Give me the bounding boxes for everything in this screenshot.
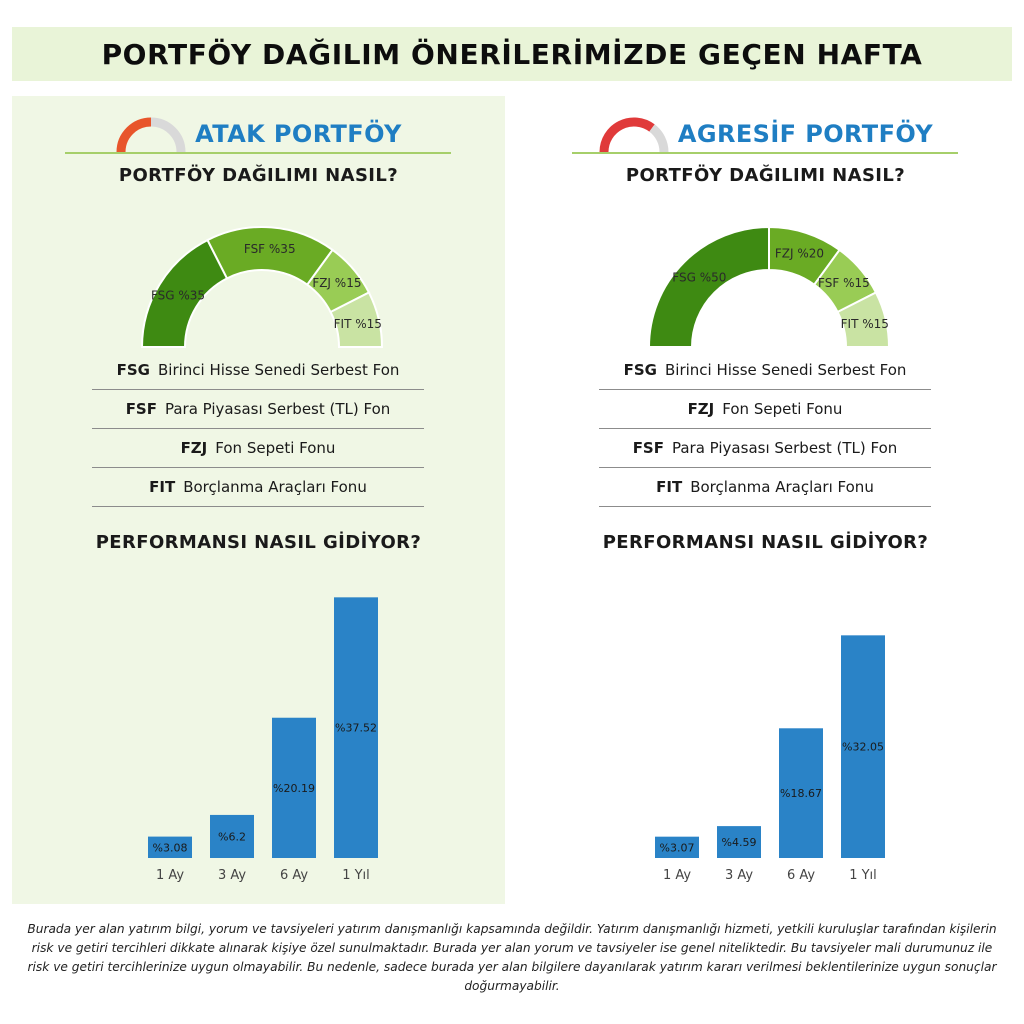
donut-segment-fsg [647,225,770,348]
bar-3 [779,728,823,858]
fund-name: Borçlanma Araçları Fonu [183,478,367,496]
legend-row: FIT Borçlanma Araçları Fonu [92,468,424,507]
donut-segment-label: FSG %35 [151,289,205,303]
donut-segment-label: FIT %15 [334,317,382,331]
title-divider [65,152,451,154]
fund-code: FZJ [687,400,715,418]
bar-1 [655,836,699,858]
fund-legend: FSG Birinci Hisse Senedi Serbest Fon FSF P… [92,351,424,507]
bar-category-label: 6 Ay [787,868,815,883]
donut-segment-fit [836,291,891,348]
fund-code: FSF [632,439,664,457]
bar-value-label: %6.2 [218,830,246,843]
legend-row: FZJ Fon Sepeti Fonu [92,429,424,468]
fund-code: FSF [125,400,157,418]
performance-heading: PERFORMANSI NASIL GİDİYOR? [602,532,929,553]
fund-code: FSG [623,361,657,379]
allocation-donut-chart: FSG %35 FSF %35 FZJ %15 FIT %15 [140,226,384,348]
bar-category-label: 3 Ay [218,868,246,883]
bar-value-label: %32.05 [842,741,884,754]
bar-value-label: %20.19 [273,782,315,795]
gauge-icon [116,117,186,153]
donut-segment-label: FSF %35 [244,242,296,256]
distribution-heading: PORTFÖY DAĞILIMI NASIL? [118,165,399,186]
bar-2 [717,826,761,858]
fund-name: Birinci Hisse Senedi Serbest Fon [664,361,907,379]
performance-heading: PERFORMANSI NASIL GİDİYOR? [95,532,422,553]
fund-code: FIT [656,478,683,496]
bar-value-label: %3.08 [153,841,188,854]
donut-segment-label: FIT %15 [841,317,889,331]
donut-segment-label: FSG %50 [672,270,726,284]
bar-category-label: 1 Ay [663,868,691,883]
bar-3 [272,717,316,858]
panel-title: AGRESİF PORTFÖY [519,112,1012,156]
fund-code: FSG [116,361,150,379]
bar-category-label: 1 Yıl [849,868,877,883]
donut-segment-label: FZJ %15 [312,276,361,290]
bar-4 [841,635,885,858]
donut-segment-label: FZJ %20 [775,246,824,260]
legend-row: FSF Para Piyasası Serbest (TL) Fon [599,429,931,468]
bar-value-label: %4.59 [722,836,757,849]
atak-portfolio-panel: ATAK PORTFÖY PORTFÖY DAĞILIMI NASIL? FSG… [12,96,505,904]
title-divider [572,152,958,154]
header-banner: PORTFÖY DAĞILIM ÖNERİLERİMİZDE GEÇEN HAF… [12,27,1012,81]
bar-category-label: 6 Ay [280,868,308,883]
fund-name: Borçlanma Araçları Fonu [690,478,874,496]
bar-value-label: %3.07 [660,841,695,854]
fund-name: Para Piyasası Serbest (TL) Fon [164,400,391,418]
bar-4 [334,597,378,858]
bar-2 [210,814,254,858]
gauge-icon [599,117,669,153]
fund-name: Fon Sepeti Fonu [215,439,336,457]
fund-name: Fon Sepeti Fonu [722,400,843,418]
performance-bar-chart: %3.08 1 Ay %6.2 3 Ay %20.19 6 Ay %37.52 1 Yıl [148,597,378,883]
bar-category-label: 1 Ay [156,868,184,883]
legend-row: FSG Birinci Hisse Senedi Serbest Fon [92,351,424,390]
bar-category-label: 1 Yıl [342,868,370,883]
panel-title: ATAK PORTFÖY [12,112,505,156]
legal-disclaimer: Burada yer alan yatırım bilgi, yorum ve … [27,922,997,993]
performance-bar-chart: %3.07 1 Ay %4.59 3 Ay %18.67 6 Ay %32.05 1 Yıl [655,635,885,883]
panel-title-text: ATAK PORTFÖY [195,120,402,148]
bar-value-label: %18.67 [780,787,822,800]
legend-row: FSF Para Piyasası Serbest (TL) Fon [92,390,424,429]
allocation-donut-chart: FSG %50 FZJ %20 FSF %15 FIT %15 [647,225,891,348]
fund-code: FZJ [180,439,208,457]
legend-row: FIT Borçlanma Araçları Fonu [599,468,931,507]
panel-title-text: AGRESİF PORTFÖY [677,120,934,148]
donut-segment-fit [329,291,384,348]
legend-row: FSG Birinci Hisse Senedi Serbest Fon [599,351,931,390]
bar-value-label: %37.52 [335,722,377,735]
fund-code: FIT [149,478,176,496]
donut-segment-label: FSF %15 [818,276,870,290]
legend-row: FZJ Fon Sepeti Fonu [599,390,931,429]
fund-name: Birinci Hisse Senedi Serbest Fon [157,361,400,379]
fund-legend: FSG Birinci Hisse Senedi Serbest Fon FZJ F… [599,351,931,507]
bar-category-label: 3 Ay [725,868,753,883]
page-title: PORTFÖY DAĞILIM ÖNERİLERİMİZDE GEÇEN HAF… [101,37,923,71]
fund-name: Para Piyasası Serbest (TL) Fon [671,439,898,457]
bar-1 [148,836,192,858]
agresif-portfolio-panel: AGRESİF PORTFÖY PORTFÖY DAĞILIMI NASIL? … [519,96,1012,904]
distribution-heading: PORTFÖY DAĞILIMI NASIL? [625,165,906,186]
